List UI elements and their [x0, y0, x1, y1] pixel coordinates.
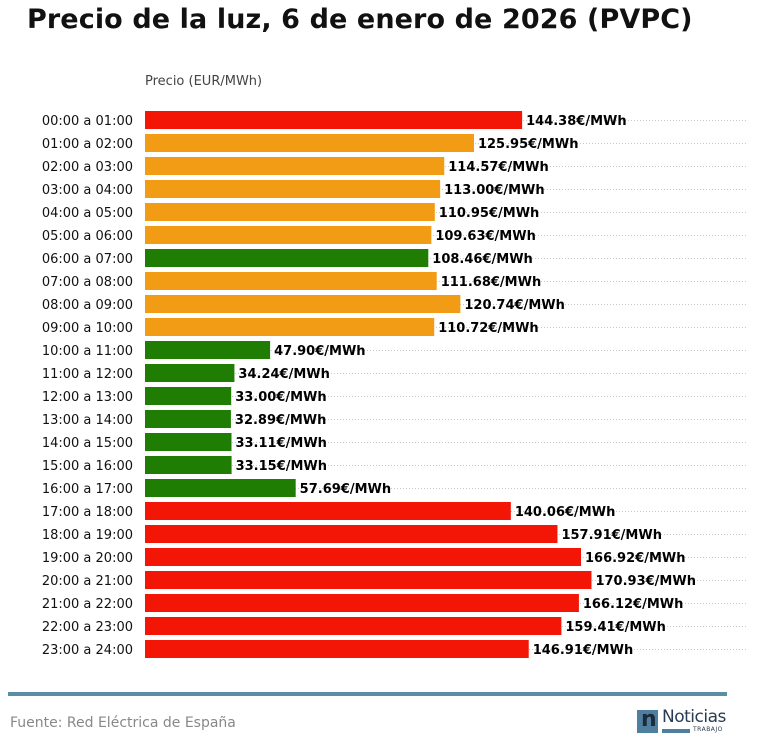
bar	[145, 433, 232, 451]
bar	[145, 410, 231, 428]
value-label: 114.57€/MWh	[448, 160, 549, 175]
bar	[145, 548, 581, 566]
bar	[145, 157, 445, 175]
bars	[145, 111, 592, 658]
chart-title: Precio de la luz, 6 de enero de 2026 (PV…	[27, 4, 693, 35]
category-label: 05:00 a 06:00	[42, 229, 133, 244]
category-label: 22:00 a 23:00	[42, 620, 133, 635]
gridlines	[145, 120, 746, 650]
bar	[145, 571, 592, 589]
logo-wordmark: Noticias	[662, 707, 726, 727]
category-label: 15:00 a 16:00	[42, 459, 133, 474]
category-label: 21:00 a 22:00	[42, 597, 133, 612]
category-label: 07:00 a 08:00	[42, 275, 133, 290]
category-label: 02:00 a 03:00	[42, 160, 133, 175]
bar	[145, 525, 558, 543]
category-label: 04:00 a 05:00	[42, 206, 133, 221]
category-label: 14:00 a 15:00	[42, 436, 133, 451]
category-label: 00:00 a 01:00	[42, 114, 133, 129]
category-label: 13:00 a 14:00	[42, 413, 133, 428]
value-label: 110.72€/MWh	[438, 321, 539, 336]
value-label: 170.93€/MWh	[595, 574, 696, 589]
bar	[145, 180, 441, 198]
category-label: 12:00 a 13:00	[42, 390, 133, 405]
value-label: 32.89€/MWh	[235, 413, 326, 428]
category-label: 16:00 a 17:00	[42, 482, 133, 497]
category-label: 01:00 a 02:00	[42, 137, 133, 152]
value-label: 110.95€/MWh	[439, 206, 540, 221]
category-label: 06:00 a 07:00	[42, 252, 133, 267]
value-label: 33.00€/MWh	[235, 390, 326, 405]
footer-divider	[8, 692, 727, 696]
value-label: 146.91€/MWh	[533, 643, 634, 658]
value-label: 140.06€/MWh	[515, 505, 616, 520]
logo-underline	[662, 729, 690, 733]
category-label: 20:00 a 21:00	[42, 574, 133, 589]
category-label: 18:00 a 19:00	[42, 528, 133, 543]
category-labels: 00:00 a 01:00 01:00 a 02:00 02:00 a 03:00 0…	[42, 114, 133, 658]
value-label: 33.15€/MWh	[236, 459, 327, 474]
category-label: 10:00 a 11:00	[42, 344, 133, 359]
bar	[145, 318, 435, 336]
value-label: 108.46€/MWh	[432, 252, 532, 267]
brand-logo[interactable]: n Noticias TRABAJO	[637, 707, 729, 735]
value-label: 109.63€/MWh	[435, 229, 535, 244]
bar	[145, 479, 296, 497]
bar	[145, 203, 435, 221]
value-label: 166.12€/MWh	[583, 597, 684, 612]
category-label: 17:00 a 18:00	[42, 505, 133, 520]
category-label: 08:00 a 09:00	[42, 298, 133, 313]
category-label: 03:00 a 04:00	[42, 183, 133, 198]
value-label: 57.69€/MWh	[300, 482, 391, 497]
bar	[145, 272, 437, 290]
value-label: 113.00€/MWh	[444, 183, 545, 198]
category-label: 11:00 a 12:00	[42, 367, 133, 382]
category-label: 23:00 a 24:00	[42, 643, 133, 658]
logo-n-icon: n	[637, 707, 658, 733]
bar	[145, 502, 511, 520]
bar	[145, 456, 232, 474]
bar-chart: 00:00 a 01:00 01:00 a 02:00 02:00 a 03:00 0…	[42, 111, 746, 658]
bar	[145, 617, 562, 635]
bar	[145, 249, 429, 267]
category-label: 19:00 a 20:00	[42, 551, 133, 566]
category-label: 09:00 a 10:00	[42, 321, 133, 336]
value-label: 166.92€/MWh	[585, 551, 686, 566]
value-label: 47.90€/MWh	[274, 344, 365, 359]
axis-label: Precio (EUR/MWh)	[145, 74, 263, 89]
bar	[145, 226, 432, 244]
value-label: 144.38€/MWh	[526, 114, 627, 129]
value-label: 34.24€/MWh	[238, 367, 329, 382]
bar	[145, 111, 523, 129]
bar	[145, 640, 529, 658]
bar	[145, 594, 579, 612]
value-label: 120.74€/MWh	[464, 298, 565, 313]
value-labels: 144.38€/MWh 125.95€/MWh 114.57€/MWh 113.00€…	[235, 114, 696, 658]
bar	[145, 134, 474, 152]
value-label: 125.95€/MWh	[478, 137, 579, 152]
value-label: 157.91€/MWh	[561, 528, 662, 543]
bar	[145, 341, 271, 359]
logo-subtitle: TRABAJO	[693, 726, 723, 733]
value-label: 111.68€/MWh	[441, 275, 541, 290]
source-note: Fuente: Red Eléctrica de España	[10, 715, 236, 731]
bar	[145, 364, 235, 382]
bar	[145, 295, 461, 313]
value-label: 159.41€/MWh	[565, 620, 666, 635]
bar	[145, 387, 232, 405]
value-label: 33.11€/MWh	[235, 436, 326, 451]
